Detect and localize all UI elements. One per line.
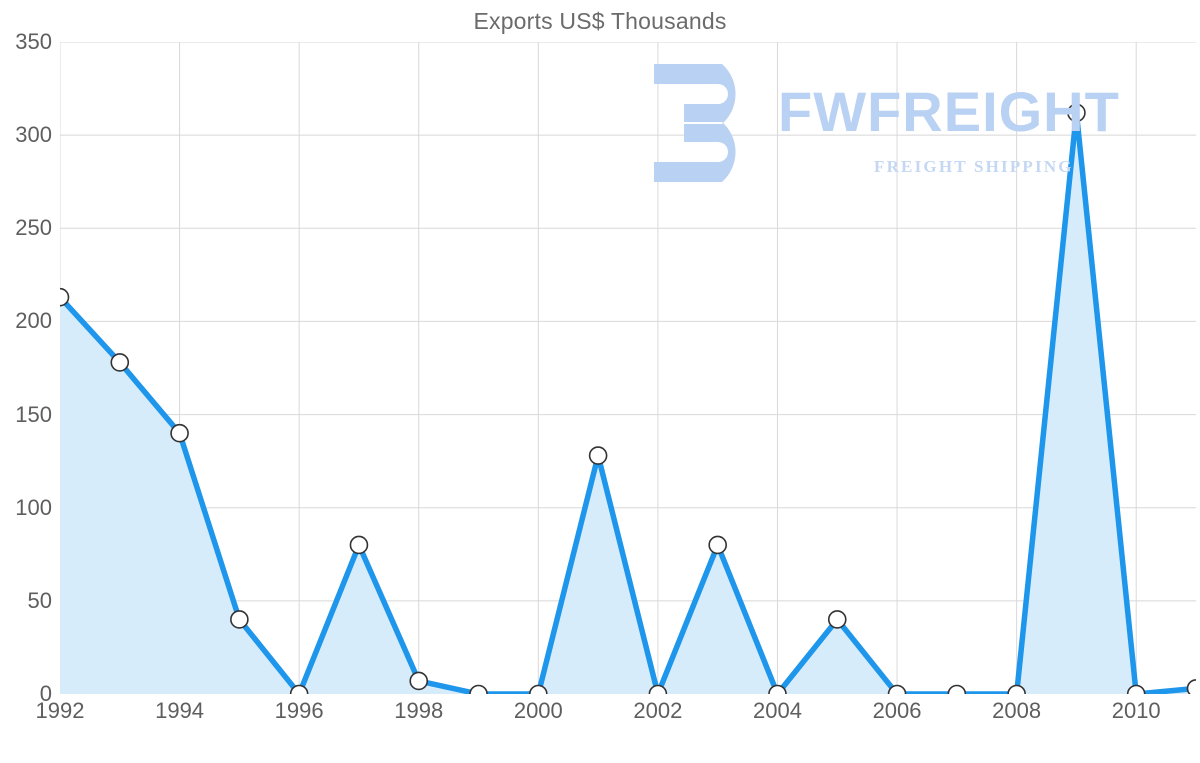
data-point-marker xyxy=(409,671,429,691)
data-point-marker xyxy=(1186,679,1196,694)
data-point-marker xyxy=(768,684,787,694)
y-axis-tick-label: 100 xyxy=(15,494,52,520)
x-axis-tick-label: 2000 xyxy=(513,698,563,723)
x-axis-tick-label: 2008 xyxy=(992,698,1042,723)
data-point-marker xyxy=(827,610,847,629)
x-axis: 1992 1994 1996 1998 2000 2002 2004 2006 2008 2010 xyxy=(36,698,1196,740)
y-axis-tick-label: 150 xyxy=(15,401,52,427)
plot-area xyxy=(60,42,1196,694)
data-point-marker xyxy=(1126,684,1146,694)
y-axis-tick-label: 350 xyxy=(15,29,52,54)
data-point-marker xyxy=(170,423,189,443)
exports-series xyxy=(60,103,1196,694)
data-point-marker xyxy=(887,684,907,694)
data-point-marker xyxy=(349,535,369,555)
data-point-marker xyxy=(230,610,249,629)
y-axis-tick-label: 200 xyxy=(15,308,52,334)
chart-title: Exports US$ Thousands xyxy=(473,8,727,34)
data-point-marker xyxy=(529,684,548,694)
data-point-marker xyxy=(588,446,608,465)
y-axis: 0 50 100 150 200 250 300 350 xyxy=(0,31,52,705)
data-point-marker xyxy=(1067,103,1086,123)
x-axis-tick-label: 1998 xyxy=(394,698,444,723)
data-point-marker xyxy=(110,353,130,372)
x-axis-tick-label: 2006 xyxy=(872,698,922,723)
x-axis-tick-label: 1996 xyxy=(274,698,324,723)
data-point-marker xyxy=(947,684,967,694)
x-axis-tick-label: 2004 xyxy=(752,698,802,723)
y-axis-tick-label: 300 xyxy=(15,122,52,148)
data-point-marker xyxy=(708,535,727,555)
y-axis-tick-label: 50 xyxy=(27,587,52,613)
data-point-marker xyxy=(648,684,668,694)
gridlines xyxy=(60,42,1196,694)
x-axis-tick-label: 1992 xyxy=(35,698,85,723)
data-point-marker xyxy=(469,684,488,694)
data-point-marker xyxy=(60,287,70,307)
x-axis-tick-label: 2010 xyxy=(1111,698,1161,723)
x-axis-tick-label: 2002 xyxy=(633,698,683,723)
data-point-marker xyxy=(1007,684,1026,694)
y-axis-tick-label: 0 xyxy=(39,681,52,706)
x-axis-tick-label: 1994 xyxy=(155,698,205,723)
series-line xyxy=(60,110,1196,694)
data-point-marker xyxy=(289,684,309,694)
y-axis-tick-label: 250 xyxy=(15,215,52,241)
